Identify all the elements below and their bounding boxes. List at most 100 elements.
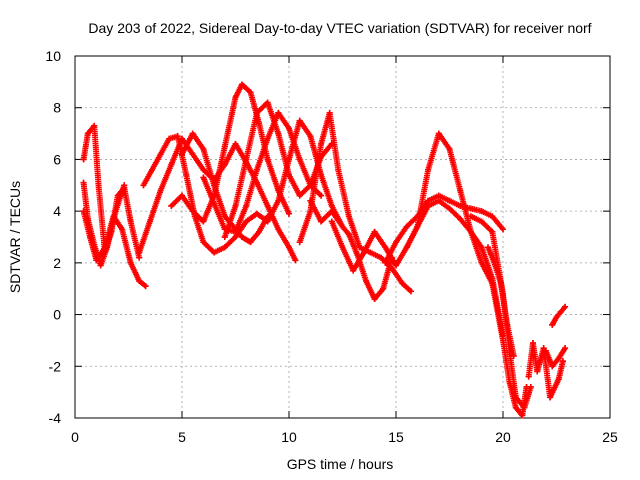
data-point: [95, 182, 102, 189]
data-point: [174, 133, 181, 140]
data-point: [318, 192, 325, 199]
data-point: [253, 166, 260, 173]
data-point: [136, 254, 143, 261]
y-tick-label: 0: [53, 307, 61, 323]
data-point: [478, 218, 485, 225]
data-point: [562, 303, 569, 310]
data-point: [179, 192, 185, 199]
data-point: [200, 218, 207, 225]
data-point: [211, 200, 218, 207]
data-point: [253, 109, 260, 116]
chart-title: Day 203 of 2022, Sidereal Day-to-day VTE…: [88, 20, 591, 36]
data-point: [183, 171, 190, 178]
data-point: [307, 182, 314, 189]
x-axis-label: GPS time / hours: [287, 456, 394, 472]
data-point: [393, 239, 399, 246]
data-point: [80, 156, 87, 163]
data-point: [142, 283, 149, 290]
series-sat-track-11: [307, 197, 395, 303]
data-point: [555, 376, 562, 383]
data-point: [457, 187, 464, 194]
data-point: [525, 373, 532, 380]
data-point: [221, 234, 228, 240]
data-point: [371, 296, 378, 303]
data-point: [157, 151, 164, 158]
data-marks-sat-track-14: [403, 130, 530, 419]
data-point: [504, 321, 511, 328]
data-point: [275, 130, 282, 137]
data-point: [446, 146, 453, 153]
data-point: [146, 218, 153, 225]
data-point: [345, 213, 352, 220]
data-point: [489, 228, 496, 235]
data-point: [371, 228, 378, 235]
data-point: [189, 130, 196, 137]
data-point: [127, 259, 134, 266]
data-point: [500, 226, 506, 233]
data-point: [335, 166, 342, 173]
series-sat-track-14: [403, 130, 530, 419]
data-point: [296, 156, 303, 163]
series-sat-track-4: [136, 135, 299, 264]
data-point: [238, 81, 245, 88]
data-point: [292, 257, 299, 264]
data-point: [307, 133, 314, 140]
data-point: [489, 213, 496, 220]
data-point: [378, 254, 385, 261]
data-point: [478, 259, 485, 266]
data-point: [328, 202, 335, 209]
data-point: [91, 241, 98, 248]
data-point: [136, 249, 143, 256]
data-point: [345, 231, 352, 238]
data-point: [328, 208, 335, 215]
data-point: [157, 187, 164, 194]
data-point: [247, 239, 254, 246]
data-point: [97, 262, 104, 269]
series-sat-track-16: [485, 244, 517, 359]
data-point: [467, 228, 474, 235]
data-point: [275, 187, 282, 194]
data-point: [275, 226, 282, 233]
data-point: [367, 249, 374, 256]
data-point: [339, 223, 346, 230]
plot-frame: [74, 55, 611, 419]
data-point: [264, 213, 271, 220]
data-point: [211, 249, 218, 256]
data-point: [519, 412, 526, 419]
data-marks: [80, 81, 569, 419]
data-point: [318, 218, 325, 225]
data-point: [435, 130, 442, 137]
data-point: [435, 197, 442, 204]
data-point: [119, 226, 126, 233]
data-point: [80, 179, 87, 186]
data-point: [264, 135, 271, 142]
series-sat-track-13: [382, 192, 506, 266]
y-tick-label: -2: [49, 358, 62, 374]
data-point: [168, 202, 175, 209]
data-point: [221, 161, 228, 168]
data-point: [512, 394, 519, 401]
data-point: [127, 218, 134, 225]
data-point: [232, 94, 239, 101]
axis-ticks: 0 5 10 15 20 25 -4 -2 0 2 4 6 8 10: [45, 48, 618, 445]
data-point: [149, 166, 156, 173]
data-point: [84, 215, 91, 222]
data-point: [221, 143, 228, 150]
data-point: [446, 205, 453, 212]
data-point: [232, 140, 239, 147]
data-point: [211, 182, 218, 189]
data-point: [549, 321, 556, 328]
data-point: [510, 352, 517, 359]
data-point: [553, 314, 560, 321]
data-point: [540, 345, 547, 352]
y-tick-label: 4: [53, 203, 61, 219]
data-point: [425, 166, 432, 173]
data-point: [286, 210, 292, 217]
data-point: [350, 267, 357, 274]
data-point: [478, 244, 485, 251]
series-sat-track-3: [80, 179, 128, 269]
data-point: [136, 277, 143, 284]
data-point: [189, 151, 196, 158]
data-point: [549, 363, 556, 370]
data-point: [238, 234, 245, 240]
